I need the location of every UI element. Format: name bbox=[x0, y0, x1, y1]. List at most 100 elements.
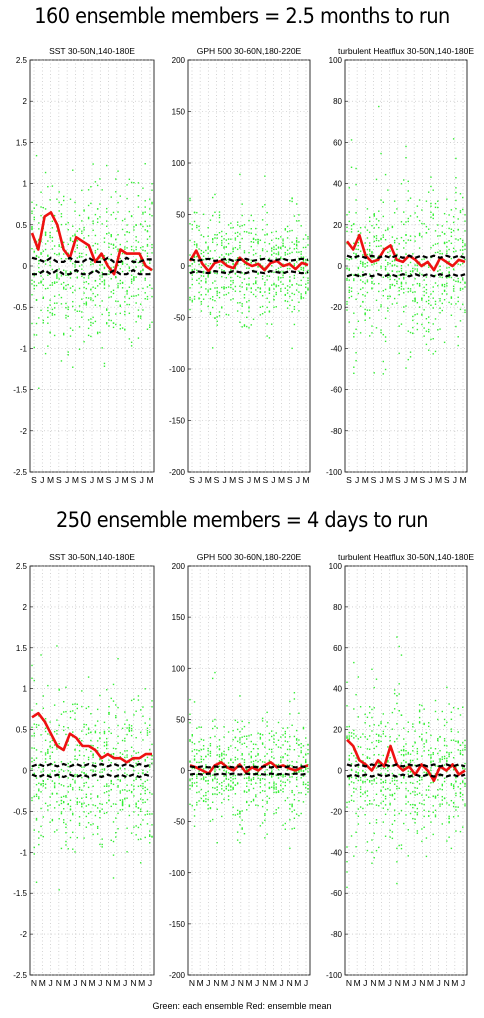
ensemble-point bbox=[207, 782, 209, 785]
ensemble-point bbox=[350, 763, 353, 765]
ensemble-point bbox=[353, 242, 355, 244]
ensemble-point bbox=[232, 806, 234, 808]
ensemble-point bbox=[63, 785, 65, 787]
ensemble-point bbox=[246, 288, 248, 291]
ensemble-point bbox=[268, 275, 271, 277]
ensemble-point bbox=[200, 755, 203, 758]
ensemble-point bbox=[396, 695, 398, 697]
ensemble-point bbox=[416, 328, 419, 331]
ensemble-point bbox=[357, 773, 360, 775]
ensemble-point bbox=[277, 739, 280, 741]
ensemble-point bbox=[85, 748, 88, 751]
ensemble-point bbox=[119, 799, 121, 801]
ensemble-point bbox=[277, 246, 280, 248]
ensemble-point bbox=[230, 280, 232, 282]
ensemble-point bbox=[225, 246, 228, 248]
ensemble-point bbox=[248, 283, 250, 285]
ensemble-point bbox=[355, 254, 357, 256]
ensemble-point bbox=[72, 305, 74, 308]
ensemble-point bbox=[110, 805, 112, 808]
ensemble-point bbox=[393, 284, 396, 287]
ensemble-point bbox=[214, 725, 216, 728]
ensemble-point bbox=[368, 725, 371, 727]
ensemble-point bbox=[99, 802, 101, 805]
ensemble-point bbox=[353, 312, 355, 314]
ensemble-point bbox=[63, 253, 65, 255]
ensemble-point bbox=[455, 177, 457, 179]
ensemble-point bbox=[414, 278, 416, 280]
ensemble-point bbox=[124, 756, 126, 759]
ensemble-point bbox=[202, 748, 205, 750]
ensemble-point bbox=[414, 794, 416, 796]
ensemble-point bbox=[350, 769, 353, 772]
plot-area bbox=[345, 105, 466, 375]
plot-area bbox=[30, 154, 153, 389]
ensemble-point bbox=[418, 721, 421, 723]
ensemble-point bbox=[396, 271, 398, 273]
ensemble-point bbox=[398, 751, 400, 753]
ensemble-point bbox=[264, 837, 266, 839]
ensemble-point bbox=[307, 791, 309, 793]
ensemble-point bbox=[35, 793, 38, 796]
x-tick-label: J bbox=[123, 978, 127, 988]
y-tick-label: 200 bbox=[172, 56, 186, 65]
ensemble-point bbox=[462, 799, 464, 801]
ensemble-point bbox=[38, 724, 40, 726]
ensemble-point bbox=[248, 251, 250, 254]
ensemble-point bbox=[121, 219, 124, 222]
ensemble-point bbox=[96, 796, 99, 798]
ensemble-point bbox=[99, 305, 101, 307]
ensemble-point bbox=[103, 237, 106, 239]
ensemble-point bbox=[40, 807, 42, 810]
ensemble-point bbox=[40, 309, 42, 312]
ensemble-point bbox=[291, 776, 293, 778]
ensemble-point bbox=[432, 760, 434, 762]
ensemble-point bbox=[200, 303, 203, 305]
y-tick-label: 60 bbox=[333, 644, 342, 653]
ensemble-point bbox=[72, 240, 74, 243]
ensemble-point bbox=[227, 238, 230, 240]
ensemble-point bbox=[33, 772, 35, 775]
ensemble-point bbox=[257, 241, 259, 243]
ensemble-point bbox=[384, 804, 387, 806]
ensemble-point bbox=[142, 739, 144, 741]
ensemble-point bbox=[416, 832, 419, 834]
ensemble-point bbox=[67, 744, 69, 746]
ensemble-point bbox=[441, 710, 444, 713]
ensemble-point bbox=[248, 777, 250, 780]
ensemble-point bbox=[355, 760, 357, 763]
ensemble-point bbox=[65, 826, 67, 829]
ensemble-point bbox=[439, 750, 441, 752]
ensemble-point bbox=[259, 733, 262, 736]
ensemble-point bbox=[273, 283, 275, 286]
ensemble-point bbox=[83, 762, 85, 764]
ensemble-point bbox=[135, 276, 137, 278]
ensemble-point bbox=[293, 215, 296, 217]
x-tick-label: S bbox=[31, 475, 37, 485]
ensemble-point bbox=[42, 296, 45, 298]
ensemble-point bbox=[243, 325, 246, 327]
ensemble-point bbox=[432, 217, 434, 220]
ensemble-point bbox=[289, 748, 291, 751]
ensemble-point bbox=[74, 775, 76, 778]
y-tick-label: 0.5 bbox=[16, 726, 28, 735]
x-tick-label: M bbox=[254, 475, 261, 485]
ensemble-point bbox=[81, 805, 83, 808]
ensemble-point bbox=[264, 311, 266, 313]
ensemble-point bbox=[362, 262, 364, 264]
ensemble-point bbox=[146, 730, 149, 732]
y-tick-label: -40 bbox=[330, 344, 342, 353]
ensemble-point bbox=[137, 206, 140, 208]
ensemble-point bbox=[243, 832, 246, 835]
ensemble-point bbox=[441, 799, 444, 801]
ensemble-point bbox=[416, 781, 419, 783]
ensemble-point bbox=[151, 243, 153, 246]
ensemble-point bbox=[403, 738, 405, 740]
ensemble-point bbox=[373, 754, 375, 756]
ensemble-point bbox=[216, 746, 218, 748]
ensemble-point bbox=[405, 242, 407, 244]
ensemble-point bbox=[382, 786, 385, 788]
ensemble-point bbox=[437, 765, 439, 767]
ensemble-point bbox=[211, 299, 214, 301]
ensemble-point bbox=[462, 754, 464, 756]
